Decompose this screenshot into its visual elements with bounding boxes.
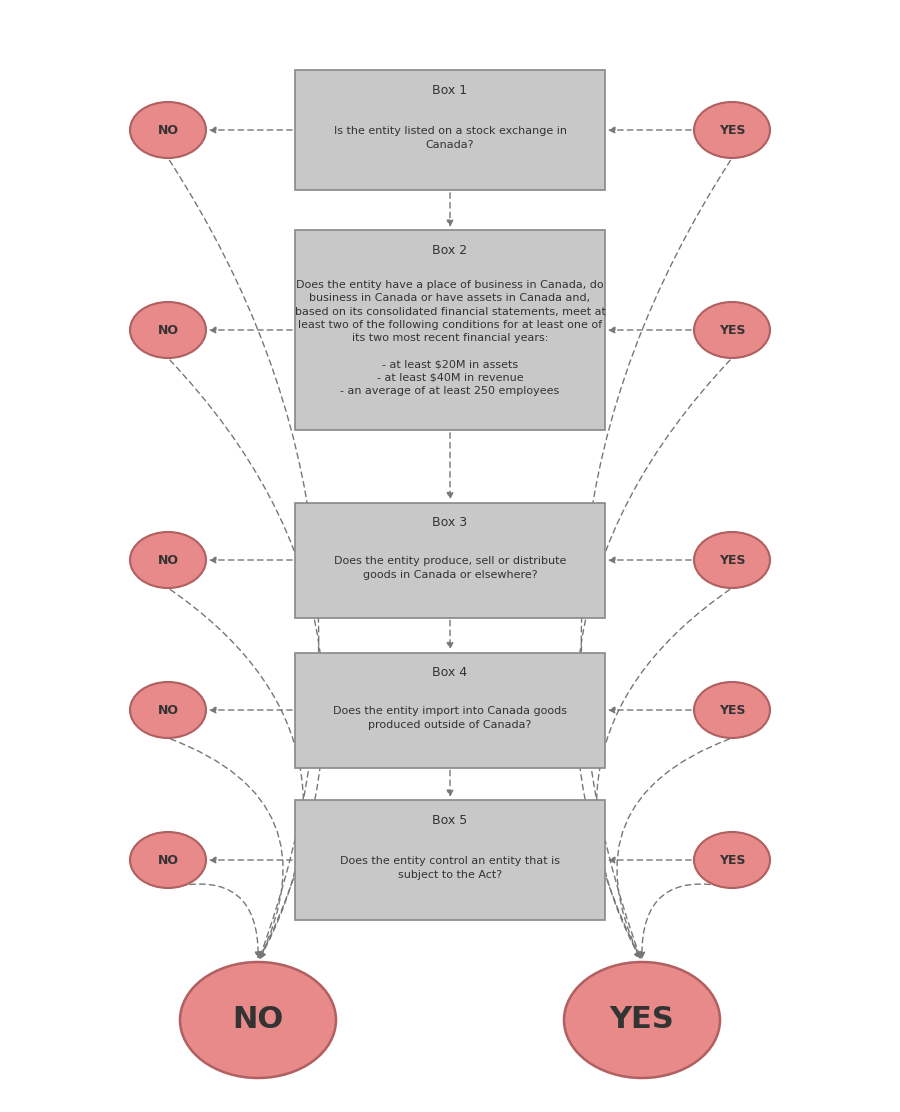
- FancyArrowPatch shape: [576, 360, 730, 959]
- Text: Is the entity listed on a stock exchange in
Canada?: Is the entity listed on a stock exchange…: [334, 127, 566, 150]
- Text: YES: YES: [719, 123, 745, 137]
- Text: YES: YES: [609, 1005, 674, 1034]
- Ellipse shape: [694, 832, 770, 888]
- Text: NO: NO: [158, 324, 178, 337]
- Text: Does the entity control an entity that is
subject to the Act?: Does the entity control an entity that i…: [340, 856, 560, 880]
- Text: YES: YES: [719, 854, 745, 866]
- Text: Box 2: Box 2: [432, 244, 468, 257]
- FancyBboxPatch shape: [295, 503, 605, 617]
- FancyArrowPatch shape: [581, 160, 731, 957]
- Text: NO: NO: [158, 123, 178, 137]
- FancyBboxPatch shape: [295, 653, 605, 767]
- Ellipse shape: [130, 102, 206, 158]
- FancyArrowPatch shape: [171, 884, 261, 957]
- FancyArrowPatch shape: [170, 589, 303, 959]
- Ellipse shape: [130, 682, 206, 738]
- FancyArrowPatch shape: [170, 360, 324, 959]
- Ellipse shape: [130, 302, 206, 358]
- Ellipse shape: [694, 302, 770, 358]
- Text: Box 4: Box 4: [432, 666, 468, 679]
- Text: Box 1: Box 1: [432, 85, 468, 97]
- Text: YES: YES: [719, 324, 745, 337]
- FancyBboxPatch shape: [295, 230, 605, 430]
- Text: NO: NO: [232, 1005, 284, 1034]
- Ellipse shape: [694, 102, 770, 158]
- Ellipse shape: [130, 532, 206, 588]
- FancyArrowPatch shape: [639, 884, 729, 957]
- FancyArrowPatch shape: [171, 739, 284, 959]
- Text: NO: NO: [158, 854, 178, 866]
- Text: Box 5: Box 5: [432, 814, 468, 827]
- Text: NO: NO: [158, 554, 178, 566]
- Text: YES: YES: [719, 554, 745, 566]
- Text: Does the entity have a place of business in Canada, do
business in Canada or hav: Does the entity have a place of business…: [294, 280, 606, 396]
- FancyArrowPatch shape: [616, 739, 729, 959]
- Text: NO: NO: [158, 704, 178, 716]
- FancyBboxPatch shape: [295, 70, 605, 190]
- Text: Does the entity import into Canada goods
produced outside of Canada?: Does the entity import into Canada goods…: [333, 706, 567, 729]
- Ellipse shape: [564, 962, 720, 1078]
- Ellipse shape: [130, 832, 206, 888]
- Text: YES: YES: [719, 704, 745, 716]
- FancyArrowPatch shape: [169, 160, 319, 957]
- Text: Does the entity produce, sell or distribute
goods in Canada or elsewhere?: Does the entity produce, sell or distrib…: [334, 556, 566, 579]
- FancyBboxPatch shape: [295, 800, 605, 920]
- Ellipse shape: [694, 682, 770, 738]
- FancyArrowPatch shape: [597, 589, 730, 959]
- Text: Box 3: Box 3: [432, 516, 468, 529]
- Ellipse shape: [180, 962, 336, 1078]
- Ellipse shape: [694, 532, 770, 588]
